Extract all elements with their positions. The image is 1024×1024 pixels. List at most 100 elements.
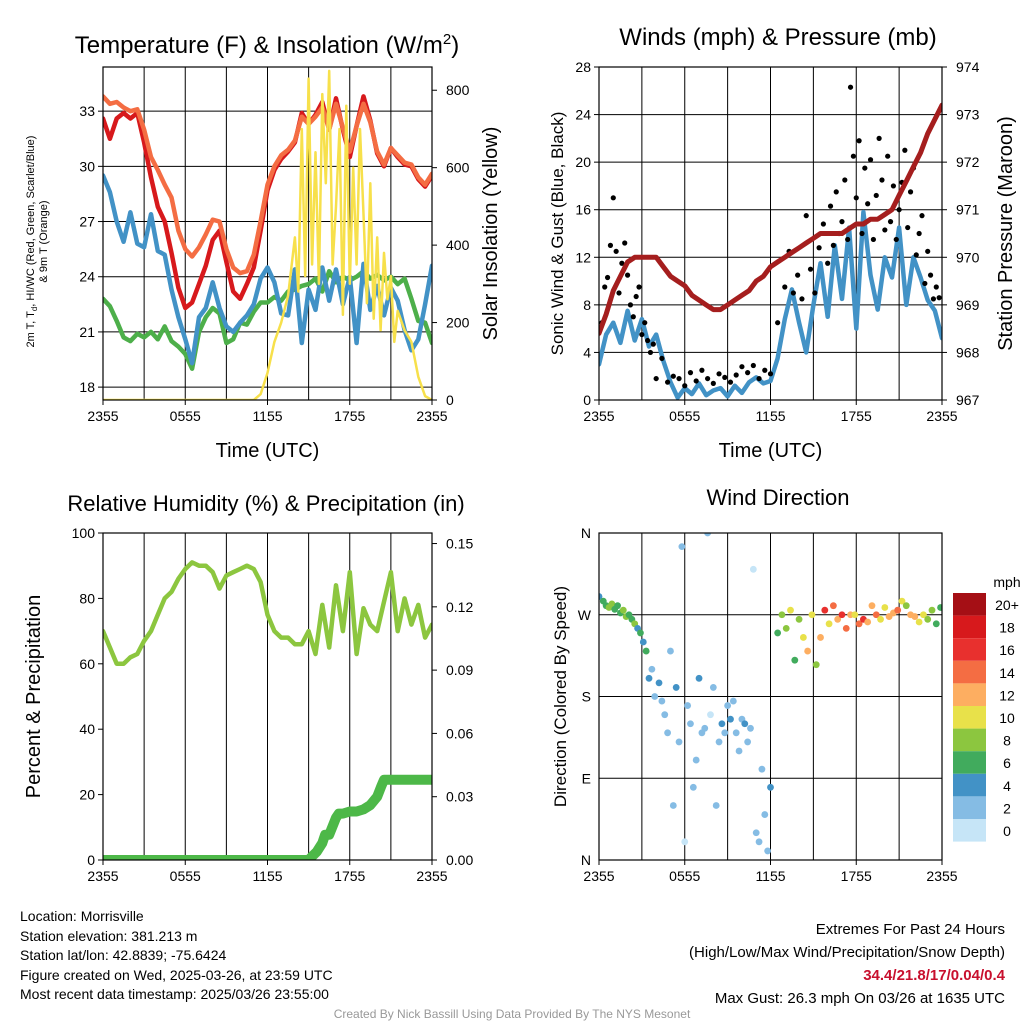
- y-tick-label: 24: [79, 269, 95, 285]
- direction-point: [661, 711, 669, 719]
- rh-line: [103, 560, 432, 667]
- direction-point: [709, 684, 717, 691]
- y2-tick-label: 968: [956, 344, 980, 360]
- gust-point: [650, 341, 656, 347]
- direction-point: [732, 729, 740, 737]
- legend-label: 10: [999, 710, 1015, 726]
- direction-point: [747, 724, 754, 732]
- gust-point: [745, 370, 751, 376]
- gust-point: [847, 84, 854, 90]
- solar-line: [103, 69, 432, 400]
- direction-point: [872, 611, 880, 619]
- x-tick-label: 0555: [669, 408, 700, 424]
- direction-point: [614, 602, 621, 610]
- gust-point: [604, 274, 611, 281]
- direction-point: [718, 720, 726, 728]
- y2-tick-label: 0: [446, 392, 454, 408]
- gust-point: [790, 290, 796, 296]
- chart-title: Relative Humidity (%) & Precipitation (i…: [67, 491, 464, 516]
- gust-point: [876, 135, 882, 141]
- plot-frame: [598, 532, 943, 861]
- gust-point: [619, 260, 625, 266]
- legend-label: 20+: [995, 597, 1019, 613]
- gust-point: [716, 371, 722, 377]
- gust-point: [624, 272, 631, 278]
- legend-label: 6: [1003, 755, 1011, 771]
- direction-point: [881, 604, 889, 611]
- gust-point: [916, 230, 922, 237]
- gust-point: [644, 337, 651, 344]
- 9m-t-line: [103, 94, 432, 276]
- gust-point: [859, 230, 865, 237]
- x-tick-label: 0555: [170, 868, 201, 884]
- gust-point: [925, 248, 931, 254]
- y2-tick-label: 971: [956, 202, 980, 218]
- gust-point: [902, 147, 908, 153]
- gust-point: [927, 272, 934, 278]
- direction-point: [755, 838, 763, 846]
- direction-point: [817, 634, 824, 641]
- location-text: Location: Morrisville: [20, 908, 144, 924]
- legend-swatch: [953, 593, 986, 616]
- gust-point: [602, 284, 608, 290]
- direction-point: [774, 629, 782, 637]
- legend-label: 0: [1003, 823, 1011, 839]
- credit-text: Created By Nick Bassill Using Data Provi…: [333, 1007, 691, 1021]
- y-axis-label: Percent & Precipitation: [23, 595, 45, 798]
- direction-point: [767, 783, 774, 791]
- direction-point: [658, 697, 666, 705]
- latlon-text: Station lat/lon: 42.8839; -75.6424: [20, 947, 227, 963]
- direction-point: [855, 620, 863, 628]
- direction-point: [645, 674, 653, 682]
- direction-point: [681, 838, 689, 846]
- gust-point: [907, 189, 914, 195]
- direction-point: [764, 847, 772, 855]
- gust-point: [775, 320, 781, 326]
- extremes-info: Extremes For Past 24 Hours (High/Low/Max…: [689, 918, 1005, 1010]
- gust-point: [767, 371, 774, 377]
- gust-point: [879, 177, 885, 183]
- direction-point: [608, 600, 616, 608]
- x-tick-label: 2355: [87, 408, 118, 424]
- direction-point: [894, 606, 902, 614]
- y-tick-label: W: [578, 607, 592, 623]
- y2-tick-label: 974: [956, 59, 980, 75]
- y2-tick-label: 0.09: [446, 662, 473, 678]
- y2-tick-label: 0.06: [446, 725, 473, 741]
- y-tick-label: N: [581, 852, 591, 868]
- y2-tick-label: 0.15: [446, 536, 473, 552]
- gust-point: [795, 272, 801, 278]
- gust-point: [803, 213, 809, 219]
- gust-point: [885, 153, 891, 159]
- direction-point: [655, 679, 663, 687]
- station-info: Location: Morrisville Station elevation:…: [20, 907, 333, 1005]
- x-tick-label: 1155: [755, 868, 785, 884]
- y2-axis-label: Solar Insolation (Yellow): [480, 127, 502, 341]
- extremes-title: Extremes For Past 24 Hours: [815, 921, 1005, 938]
- gust-point: [807, 266, 814, 272]
- direction-point: [721, 729, 729, 737]
- y2-tick-label: 973: [956, 107, 980, 123]
- gust-point: [820, 221, 826, 227]
- direction-point: [715, 738, 723, 746]
- gust-point: [676, 375, 682, 382]
- wc-line: [103, 173, 432, 366]
- gust-point: [616, 290, 622, 296]
- gust-point: [933, 284, 939, 290]
- y2-tick-label: 0.12: [446, 599, 473, 615]
- gust-point: [896, 207, 902, 213]
- direction-point: [701, 724, 709, 732]
- y-tick-label: 30: [79, 158, 95, 174]
- gust-point: [693, 378, 699, 384]
- direction-point: [749, 565, 757, 573]
- x-axis-label: Time (UTC): [216, 440, 320, 462]
- y-tick-label: 20: [79, 787, 95, 803]
- legend-swatch: [953, 615, 986, 639]
- direction-point: [651, 693, 659, 700]
- legend-swatch: [953, 683, 986, 706]
- legend-swatch: [953, 706, 986, 729]
- recent-data-text: Most recent data timestamp: 2025/03/26 2…: [20, 986, 329, 1002]
- gust-point: [705, 375, 711, 382]
- direction-point: [669, 802, 677, 809]
- legend-label: 4: [1003, 778, 1011, 794]
